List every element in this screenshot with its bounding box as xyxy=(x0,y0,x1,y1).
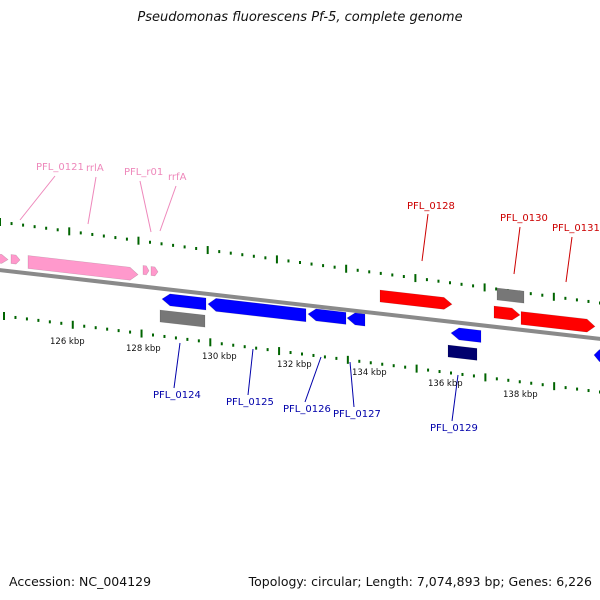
feature-block xyxy=(496,287,525,304)
callout-line xyxy=(139,180,152,233)
callout-line xyxy=(159,185,177,232)
reverse-gene-arrow xyxy=(346,312,366,327)
gene-label[interactable]: PFL_0126 xyxy=(283,404,331,415)
scale-label: 134 kbp xyxy=(352,368,387,378)
rna-gene-arrow xyxy=(142,265,150,276)
gene-label[interactable]: rrlA xyxy=(86,163,104,174)
scale-label: 130 kbp xyxy=(202,352,237,362)
gene-label[interactable]: PFL_0130 xyxy=(500,213,548,224)
forward-gene-arrow xyxy=(379,289,453,310)
outer-tick-ring xyxy=(0,218,600,305)
callout-line xyxy=(19,175,56,221)
callout-line xyxy=(451,374,459,422)
callout-line xyxy=(247,348,254,396)
feature-block xyxy=(159,309,206,328)
callout-line xyxy=(173,342,181,389)
reverse-gene-block xyxy=(447,344,478,361)
map-title: Pseudomonas fluorescens Pf-5, complete g… xyxy=(137,10,463,25)
gene-label[interactable]: PFL_0129 xyxy=(430,423,478,434)
scale-label: 138 kbp xyxy=(503,390,538,400)
scale-labels: 126 kbp 128 kbp 130 kbp 132 kbp 134 kbp 136 k… xyxy=(50,337,538,400)
rna-gene-arrow xyxy=(150,266,159,277)
rna-gene-arrow xyxy=(0,253,9,264)
reverse-gene-arrow xyxy=(593,349,600,362)
reverse-gene-arrow xyxy=(207,298,307,323)
gene-label[interactable]: PFL_0127 xyxy=(333,409,381,420)
gene-label[interactable]: PFL_0131 xyxy=(552,223,600,234)
forward-gene-arrow xyxy=(493,305,521,321)
inner-tick-ring xyxy=(3,312,600,394)
gene-label[interactable]: PFL_r01 xyxy=(124,167,163,178)
reverse-gene-arrow xyxy=(161,293,207,311)
gene-label[interactable]: PFL_0124 xyxy=(153,390,201,401)
rna-gene-arrow xyxy=(10,254,21,265)
callout-line xyxy=(349,361,355,408)
genome-backbone xyxy=(0,268,600,341)
genome-summary-text: Topology: circular; Length: 7,074,893 bp… xyxy=(248,574,592,589)
callout-line xyxy=(304,356,322,403)
callout-line xyxy=(513,226,521,275)
gene-label[interactable]: PFL_0121 xyxy=(36,162,84,173)
scale-label: 132 kbp xyxy=(277,360,312,370)
reverse-gene-arrow xyxy=(450,327,482,343)
reverse-gene-arrow xyxy=(307,308,347,325)
gene-label[interactable]: PFL_0128 xyxy=(407,201,455,212)
label-callouts: PFL_0121 rrlA PFL_r01 rrfA PFL_0128 PFL_0130 P… xyxy=(19,162,600,434)
accession-text: Accession: NC_004129 xyxy=(9,574,152,589)
scale-label: 126 kbp xyxy=(50,337,85,347)
rna-gene-arrow xyxy=(27,255,139,281)
scale-label: 136 kbp xyxy=(428,379,463,389)
gene-label[interactable]: rrfA xyxy=(168,172,187,183)
callout-line xyxy=(87,176,97,225)
callout-line xyxy=(421,213,429,262)
scale-label: 128 kbp xyxy=(126,344,161,354)
callout-line xyxy=(565,236,573,283)
gene-label[interactable]: PFL_0125 xyxy=(226,397,274,408)
forward-gene-arrow xyxy=(520,311,596,333)
feature-track xyxy=(0,253,600,362)
